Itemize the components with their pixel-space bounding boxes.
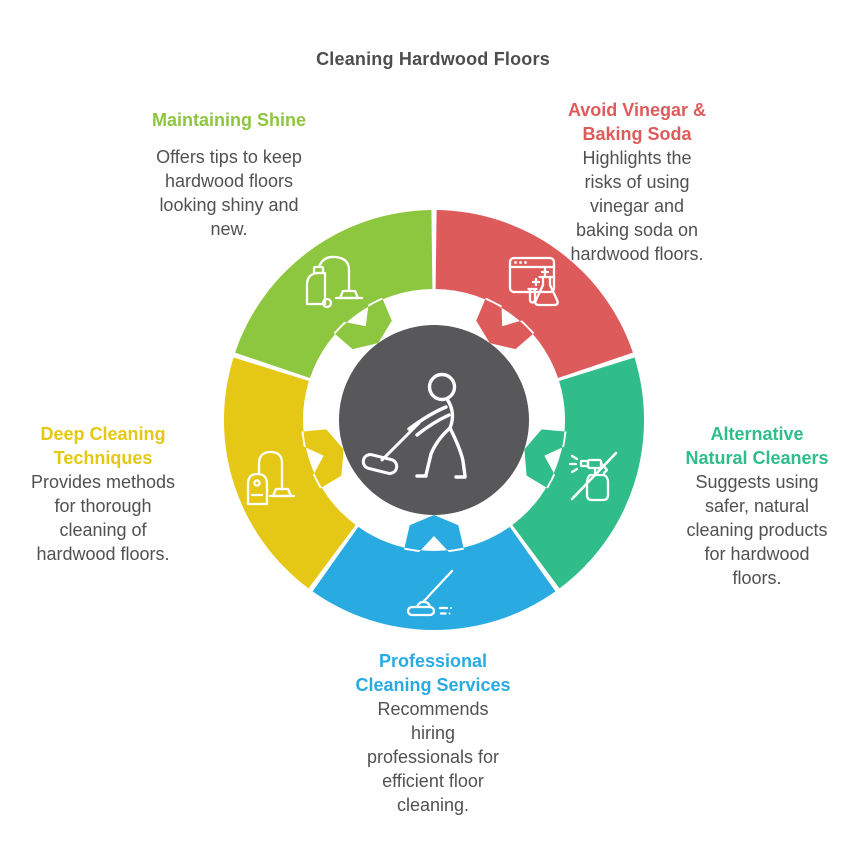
segment-description: Offers tips to keep hardwood floors look… [156,147,302,239]
segment-arc-deep-cleaning-techniques [223,357,356,589]
segment-label-alternative-natural-cleaners: Alternative Natural Cleaners Suggests us… [652,422,862,590]
canister-vacuum-icon [246,450,296,506]
segment-title: Deep Cleaning Techniques [40,424,166,468]
segment-description: Recommends hiring professionals for effi… [366,699,500,815]
segment-label-avoid-vinegar-baking-soda: Avoid Vinegar & Baking Soda Highlights t… [532,98,742,266]
vacuum-icon [305,255,364,309]
segment-title: Maintaining Shine [151,110,306,130]
segment-title: Avoid Vinegar & Baking Soda [567,100,707,144]
segment-description: Suggests using safer, natural cleaning p… [686,472,828,588]
segment-description: Highlights the risks of using vinegar an… [570,148,704,264]
person-mopping-icon [361,372,467,479]
segment-label-maintaining-shine: Maintaining Shine Offers tips to keep ha… [124,108,334,241]
segment-title: Alternative Natural Cleaners [685,424,829,468]
segment-arc-professional-cleaning-services [312,515,556,631]
center-circle [339,325,529,515]
mop-icon [406,569,454,617]
segment-description: Provides methods for thorough cleaning o… [30,472,176,564]
segment-arc-maintaining-shine [235,210,433,378]
segment-arc-alternative-natural-cleaners [512,357,645,589]
cleaning-chemicals-icon [508,256,559,307]
segment-label-deep-cleaning-techniques: Deep Cleaning Techniques Provides method… [0,422,206,566]
segment-label-professional-cleaning-services: Professional Cleaning Services Recommend… [313,649,553,817]
page-title: Cleaning Hardwood Floors [316,49,550,69]
segment-title: Professional Cleaning Services [355,651,511,695]
no-spray-bottle-icon [568,451,618,502]
